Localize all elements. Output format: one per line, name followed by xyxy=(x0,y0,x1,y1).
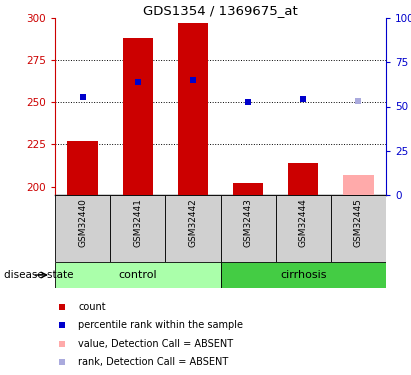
Bar xyxy=(331,195,386,262)
Text: value, Detection Call = ABSENT: value, Detection Call = ABSENT xyxy=(78,339,233,349)
Point xyxy=(58,322,65,328)
Text: control: control xyxy=(118,270,157,280)
Point xyxy=(79,94,86,100)
Point xyxy=(58,304,65,310)
Text: GSM32440: GSM32440 xyxy=(78,198,87,247)
Title: GDS1354 / 1369675_at: GDS1354 / 1369675_at xyxy=(143,4,298,17)
Point xyxy=(300,96,307,102)
Bar xyxy=(288,163,319,195)
Text: GSM32445: GSM32445 xyxy=(354,198,363,247)
Text: disease state: disease state xyxy=(4,270,74,280)
Bar xyxy=(343,175,374,195)
Point xyxy=(189,77,196,83)
Text: GSM32441: GSM32441 xyxy=(133,198,142,247)
Bar xyxy=(55,195,110,262)
Text: cirrhosis: cirrhosis xyxy=(280,270,326,280)
Bar xyxy=(165,195,220,262)
Bar xyxy=(122,38,153,195)
Bar xyxy=(233,183,263,195)
Text: GSM32443: GSM32443 xyxy=(244,198,253,247)
Bar xyxy=(220,195,276,262)
Point xyxy=(245,99,252,105)
Text: percentile rank within the sample: percentile rank within the sample xyxy=(78,321,243,330)
Text: rank, Detection Call = ABSENT: rank, Detection Call = ABSENT xyxy=(78,357,229,367)
Point xyxy=(134,79,141,85)
Text: count: count xyxy=(78,302,106,312)
Bar xyxy=(220,262,386,288)
Point xyxy=(58,341,65,347)
Bar xyxy=(55,262,220,288)
Bar xyxy=(276,195,331,262)
Text: GSM32444: GSM32444 xyxy=(299,198,308,247)
Bar xyxy=(110,195,165,262)
Point xyxy=(355,98,362,104)
Bar xyxy=(178,23,208,195)
Point xyxy=(58,359,65,365)
Bar xyxy=(67,141,98,195)
Text: GSM32442: GSM32442 xyxy=(188,198,197,247)
